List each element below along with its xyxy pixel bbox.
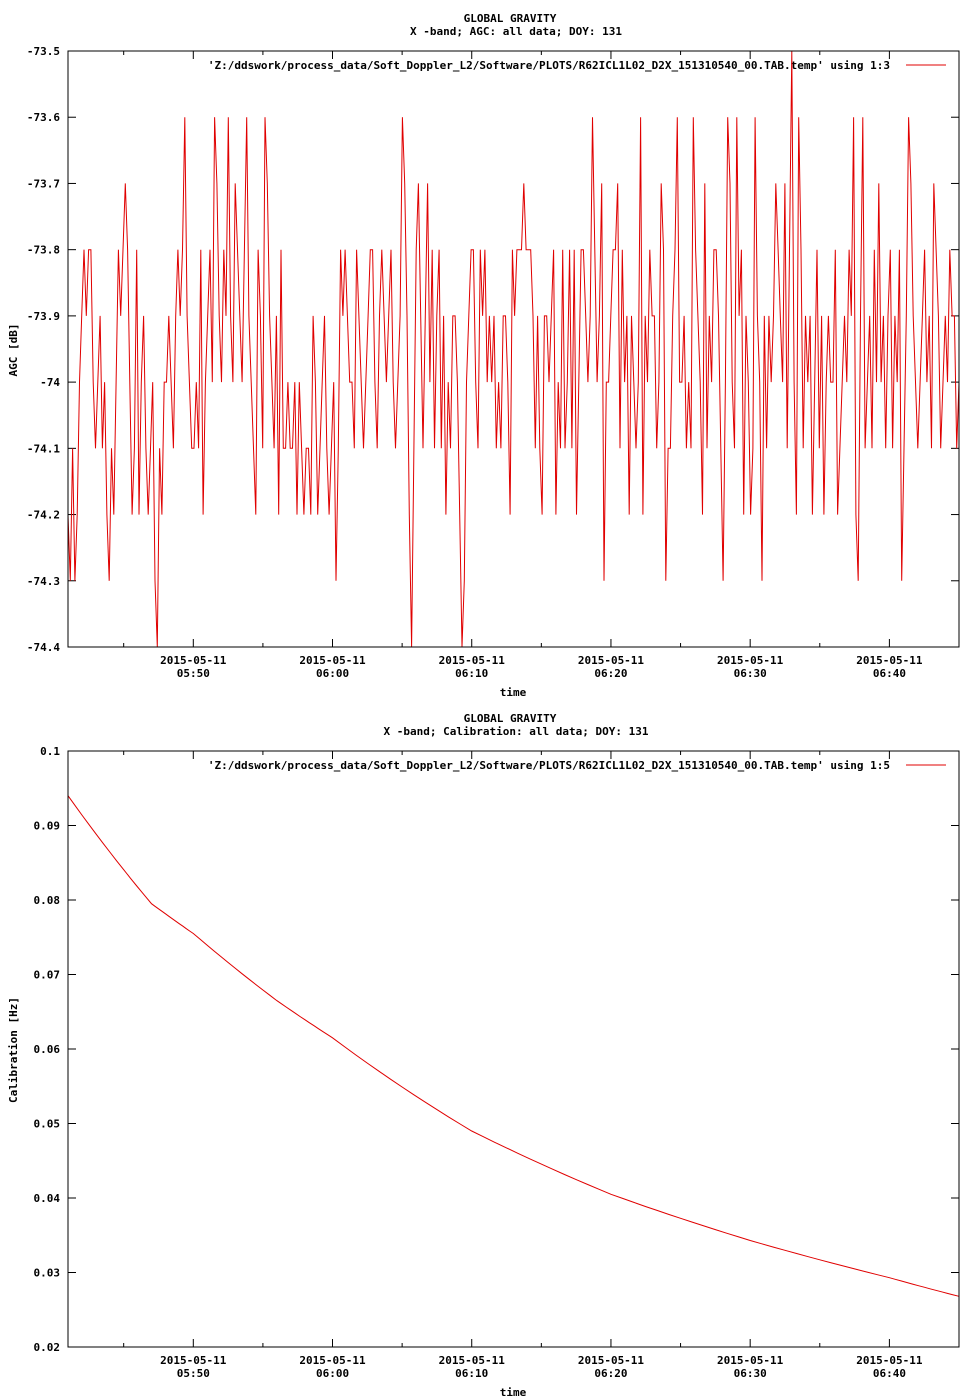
chart1-ylabel: AGC [dB]: [7, 324, 20, 377]
x-tick-time: 06:30: [734, 1367, 767, 1380]
x-tick-date: 2015-05-11: [299, 654, 366, 667]
x-tick-date: 2015-05-11: [439, 1354, 506, 1367]
y-tick-label: -74.4: [27, 641, 60, 654]
x-tick-time: 06:00: [316, 1367, 349, 1380]
x-tick-time: 06:40: [873, 667, 906, 680]
series-line-0: [67, 50, 960, 648]
x-tick-date: 2015-05-11: [717, 654, 784, 667]
x-tick-time: 05:50: [177, 667, 210, 680]
x-tick-date: 2015-05-11: [717, 1354, 784, 1367]
chart2-ylabel: Calibration [Hz]: [7, 997, 20, 1103]
chart1-xlabel: time: [500, 686, 527, 699]
y-tick-label: 0.02: [34, 1341, 61, 1354]
chart1-legend-label: 'Z:/ddswork/process_data/Soft_Doppler_L2…: [208, 59, 890, 72]
y-tick-label: 0.1: [40, 745, 60, 758]
y-tick-label: -74.3: [27, 575, 60, 588]
y-tick-label: 0.03: [34, 1267, 61, 1280]
chart2-ticks: 0.1 0.09 0.08 0.07 0.06 0.05 0.04 0.03 0.02 2015-…: [34, 745, 960, 1380]
x-tick-time: 06:30: [734, 667, 767, 680]
y-tick-label: 0.05: [34, 1118, 61, 1131]
series-line-0: [67, 795, 960, 1297]
calibration-chart: GLOBAL GRAVITY X -band; Calibration: all…: [7, 712, 960, 1399]
chart1-ticks: -73.5 -73.6 -73.7 -73.8 -73.9 -74 -74.1 -74.2 -7…: [27, 45, 960, 680]
y-tick-label: 0.09: [34, 820, 61, 833]
x-tick-time: 06:40: [873, 1367, 906, 1380]
chart2-xlabel: time: [500, 1386, 527, 1399]
y-tick-label: -74.2: [27, 509, 60, 522]
x-tick-time: 06:20: [594, 1367, 627, 1380]
x-tick-date: 2015-05-11: [578, 654, 645, 667]
chart2-title: GLOBAL GRAVITY: [464, 712, 557, 725]
x-tick-date: 2015-05-11: [160, 1354, 227, 1367]
y-tick-label: 0.08: [34, 894, 61, 907]
x-tick-time: 06:10: [455, 1367, 488, 1380]
y-tick-label: -73.7: [27, 177, 60, 190]
y-tick-label: 0.04: [34, 1192, 61, 1205]
chart1-frame: [67, 50, 960, 648]
x-tick-time: 06:00: [316, 667, 349, 680]
y-tick-label: -73.9: [27, 310, 60, 323]
x-tick-date: 2015-05-11: [160, 654, 227, 667]
chart1-series: [67, 50, 960, 648]
chart2-legend-label: 'Z:/ddswork/process_data/Soft_Doppler_L2…: [208, 759, 890, 772]
chart1-subtitle: X -band; AGC: all data; DOY: 131: [410, 25, 622, 38]
chart2-series: [67, 795, 960, 1297]
chart1-title: GLOBAL GRAVITY: [464, 12, 557, 25]
chart2-frame: [67, 750, 960, 1348]
agc-chart: GLOBAL GRAVITY X -band; AGC: all data; D…: [7, 12, 960, 699]
y-tick-label: -73.5: [27, 45, 60, 58]
y-tick-label: -73.6: [27, 111, 60, 124]
x-tick-date: 2015-05-11: [856, 654, 923, 667]
y-tick-label: -73.8: [27, 244, 60, 257]
y-tick-label: 0.07: [34, 969, 61, 982]
chart2-subtitle: X -band; Calibration: all data; DOY: 131: [384, 725, 649, 738]
y-tick-label: -74.1: [27, 442, 60, 455]
x-tick-time: 05:50: [177, 1367, 210, 1380]
x-tick-date: 2015-05-11: [299, 1354, 366, 1367]
x-tick-time: 06:10: [455, 667, 488, 680]
x-tick-time: 06:20: [594, 667, 627, 680]
x-tick-date: 2015-05-11: [578, 1354, 645, 1367]
y-tick-label: -74: [40, 376, 60, 389]
x-tick-date: 2015-05-11: [439, 654, 506, 667]
y-tick-label: 0.06: [34, 1043, 61, 1056]
x-tick-date: 2015-05-11: [856, 1354, 923, 1367]
